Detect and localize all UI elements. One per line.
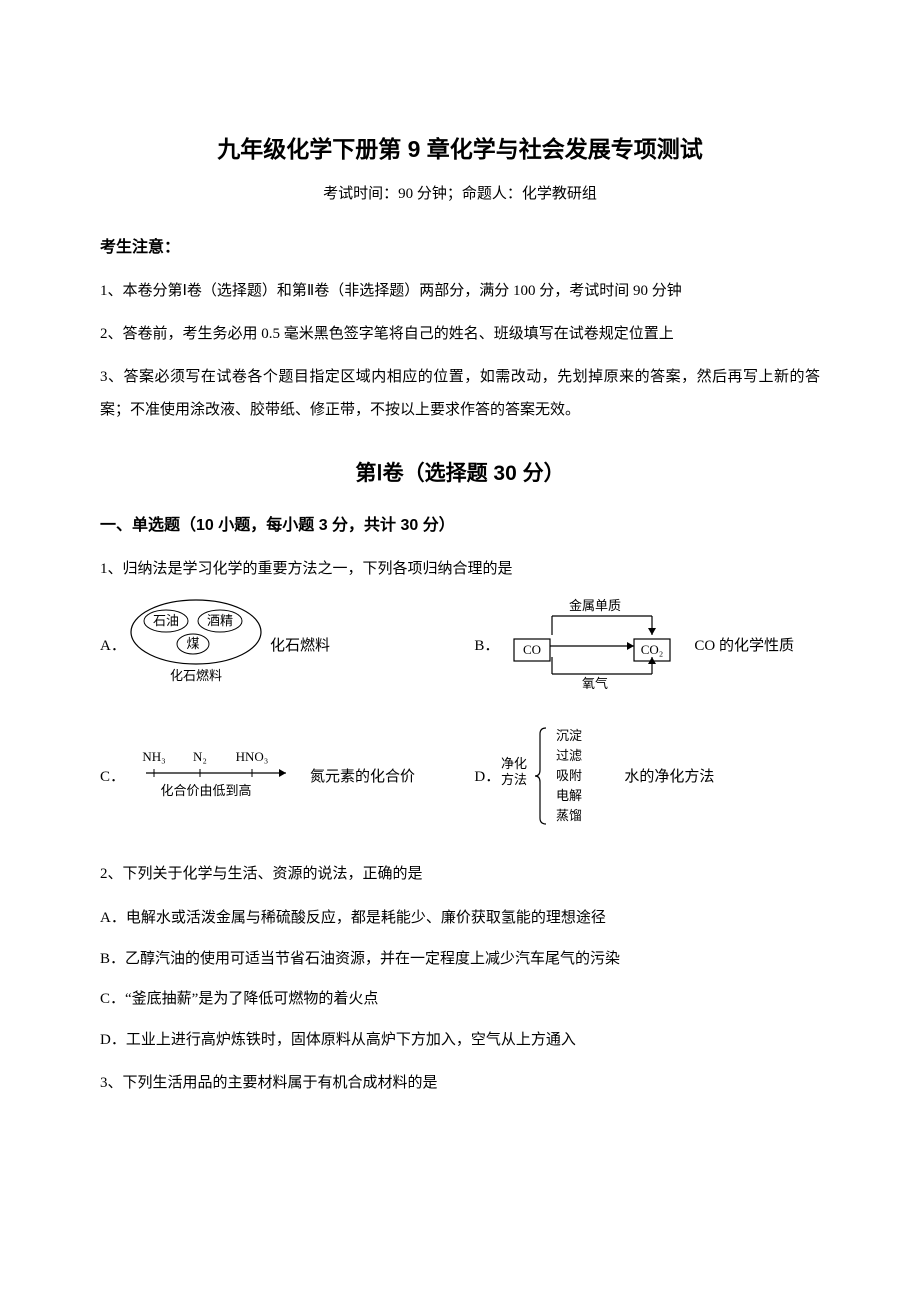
q1-c-label: C． [100, 765, 122, 786]
q1-c-diagram: NH₃ N₂ HNO₃ 化合价由低到高 [126, 745, 306, 805]
q1-b-label: B． [474, 634, 496, 655]
q1-b-after: CO 的化学性质 [694, 634, 794, 655]
q1-d-label: D． [474, 765, 496, 786]
q1-a-diagram: 石油 酒精煤化石燃料 [126, 596, 266, 692]
svg-text:电解: 电解 [556, 788, 582, 803]
notice-3: 3、答案必须写在试卷各个题目指定区域内相应的位置，如需改动，先划掉原来的答案，然… [100, 361, 820, 427]
q1-a-label: A． [100, 634, 122, 655]
svg-text:氧气: 氧气 [582, 676, 608, 691]
svg-text:N₂: N₂ [193, 749, 207, 764]
q2-b: B．乙醇汽油的使用可适当节省石油资源，并在一定程度上减少汽车尾气的污染 [100, 942, 820, 977]
svg-text:净化: 净化 [501, 756, 527, 771]
q1-a-after: 化石燃料 [270, 634, 330, 655]
notice-head: 考生注意： [100, 233, 820, 257]
svg-text:化合价由低到高: 化合价由低到高 [160, 783, 251, 798]
svg-text:吸附: 吸附 [556, 768, 582, 783]
q2-c: C．“釜底抽薪”是为了降低可燃物的着火点 [100, 982, 820, 1017]
exam-subtitle: 考试时间：90 分钟；命题人：化学教研组 [100, 182, 820, 203]
svg-text:化石燃料: 化石燃料 [170, 668, 222, 683]
svg-text:金属单质: 金属单质 [569, 598, 621, 613]
q2-d: D．工业上进行高炉炼铁时，固体原料从高炉下方加入，空气从上方通入 [100, 1023, 820, 1058]
q1-c-after: 氮元素的化合价 [310, 765, 415, 786]
q2-stem: 2、下列关于化学与生活、资源的说法，正确的是 [100, 858, 820, 891]
q1-d-diagram: 净化方法 沉淀过滤吸附电解蒸馏 [500, 720, 620, 830]
svg-text:HNO₃: HNO₃ [236, 749, 269, 764]
part1-title: 第Ⅰ卷（选择题 30 分） [100, 457, 820, 487]
q1-b-diagram: 金属单质氧气 CO CO₂ [500, 596, 690, 692]
svg-text:煤: 煤 [186, 636, 199, 651]
q3-stem: 3、下列生活用品的主要材料属于有机合成材料的是 [100, 1067, 820, 1100]
q1-d-after: 水的净化方法 [624, 765, 714, 786]
q1-stem: 1、归纳法是学习化学的重要方法之一，下列各项归纳合理的是 [100, 553, 820, 586]
notice-2: 2、答卷前，考生务必用 0.5 毫米黑色签字笔将自己的姓名、班级填写在试卷规定位… [100, 318, 820, 351]
svg-text:方法: 方法 [501, 772, 527, 787]
svg-text:酒精: 酒精 [207, 613, 233, 628]
exam-title: 九年级化学下册第 9 章化学与社会发展专项测试 [100, 130, 820, 164]
q1-row-2: C． NH₃ N₂ HNO₃ 化合价由低到高 氮元素的化合价 D． 净化方法 沉淀过滤吸… [100, 720, 820, 830]
svg-text:过滤: 过滤 [556, 748, 582, 763]
q2-a: A．电解水或活泼金属与稀硫酸反应，都是耗能少、廉价获取氢能的理想途径 [100, 901, 820, 936]
q1-row-1: A． 石油酒精煤化石燃料 化石燃料 B． 金属单质氧气COCO₂ CO 的化学性… [100, 596, 820, 692]
svg-text:NH₃: NH₃ [142, 749, 165, 764]
svg-text:石油: 石油 [153, 613, 179, 628]
svg-text:沉淀: 沉淀 [556, 728, 582, 743]
svg-text:CO₂: CO₂ [641, 642, 664, 657]
svg-text:蒸馏: 蒸馏 [556, 808, 582, 823]
section-a-head: 一、单选题（10 小题，每小题 3 分，共计 30 分） [100, 511, 820, 535]
svg-text:CO: CO [523, 642, 541, 657]
notice-1: 1、本卷分第Ⅰ卷（选择题）和第Ⅱ卷（非选择题）两部分，满分 100 分，考试时间… [100, 275, 820, 308]
